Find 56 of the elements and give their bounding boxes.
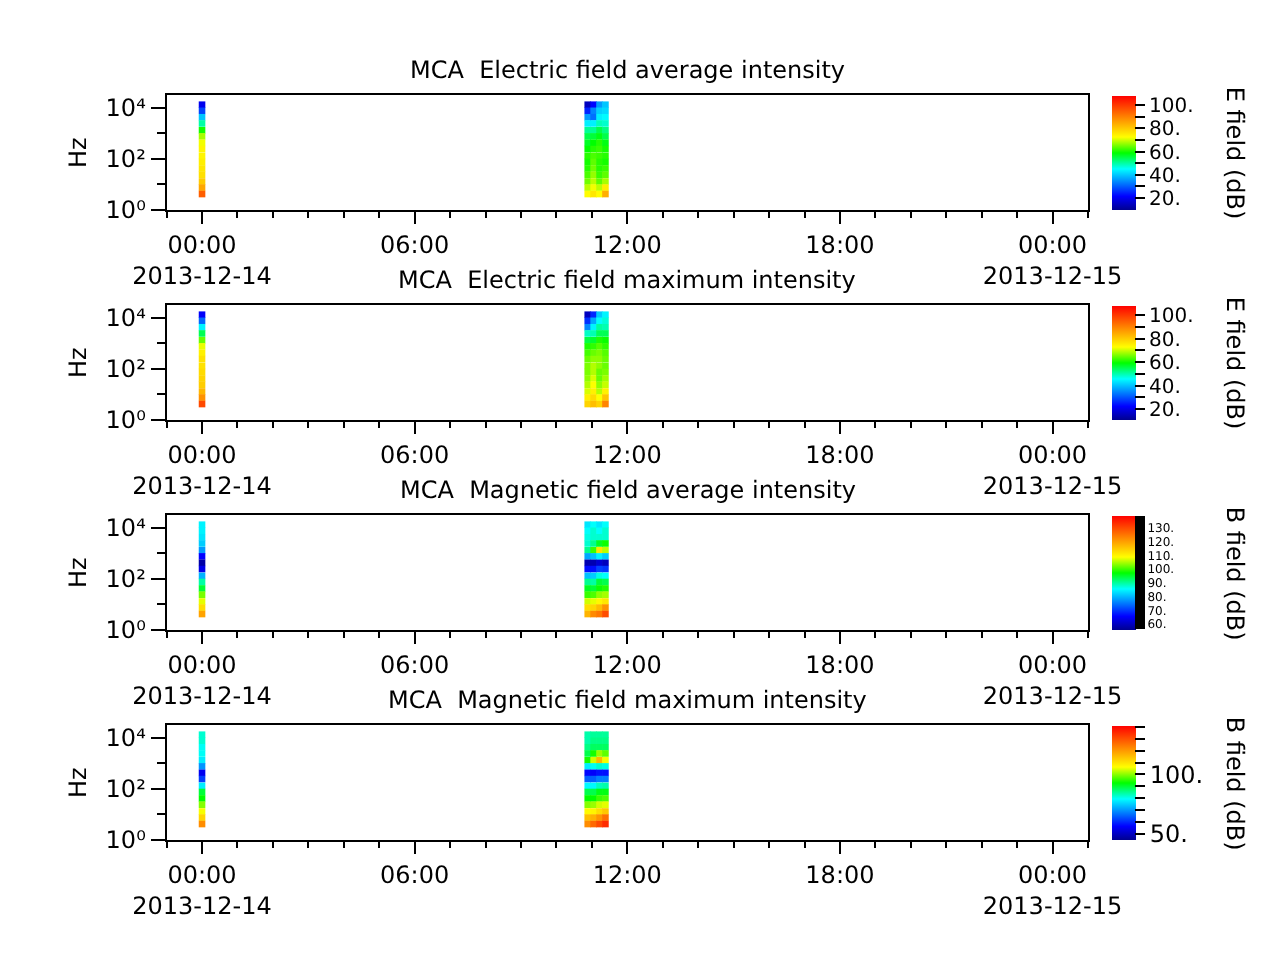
x-tick-label: 00:00 2013-12-14 — [132, 650, 272, 710]
color-bar-title: B field (dB) — [1220, 716, 1249, 851]
y-tick-label: 10⁰ — [105, 406, 147, 435]
x-tick-label: 00:00 2013-12-15 — [982, 650, 1123, 710]
x-tick-label: 00:00 2013-12-14 — [132, 860, 272, 920]
y-axis-title: Hz — [64, 137, 93, 169]
color-bar-label: 20. — [1149, 189, 1181, 212]
color-bar-label: 100. — [1149, 306, 1194, 329]
color-bar-label: 60. — [1149, 353, 1181, 376]
color-bar-label: 40. — [1149, 376, 1181, 399]
chart-title: MCA Magnetic field average intensity — [400, 476, 857, 504]
y-tick-label: 10⁰ — [105, 616, 147, 645]
x-tick-label: 06:00 — [380, 440, 450, 469]
chart-title: MCA Electric field average intensity — [410, 56, 846, 84]
color-bar-title: B field (dB) — [1220, 506, 1249, 641]
y-tick-label: 10⁰ — [105, 196, 147, 225]
y-axis-title: Hz — [64, 557, 93, 589]
color-bar-label: 60. — [1149, 142, 1181, 165]
y-tick-label: 10⁴ — [105, 94, 147, 123]
color-bar-label: 80. — [1149, 329, 1181, 352]
y-tick-label: 10² — [105, 355, 147, 384]
x-tick-label: 12:00 — [592, 860, 662, 889]
chart-title: MCA Electric field maximum intensity — [398, 266, 856, 294]
x-tick-label: 12:00 — [592, 440, 662, 469]
color-bar-label: 40. — [1149, 165, 1181, 188]
color-bar-title: E field (dB) — [1220, 86, 1249, 220]
x-tick-label: 18:00 — [805, 230, 875, 259]
y-tick-label: 10⁴ — [105, 514, 147, 543]
x-tick-label: 18:00 — [805, 650, 875, 679]
y-tick-label: 10⁰ — [105, 826, 147, 855]
color-bar-label: 20. — [1149, 400, 1181, 423]
x-tick-label: 18:00 — [805, 440, 875, 469]
y-tick-label: 10² — [105, 775, 147, 804]
y-tick-label: 10² — [105, 565, 147, 594]
x-tick-label: 00:00 2013-12-14 — [132, 230, 272, 290]
x-tick-label: 18:00 — [805, 860, 875, 889]
color-bar-title: E field (dB) — [1220, 296, 1249, 430]
y-tick-label: 10⁴ — [105, 724, 147, 753]
x-tick-label: 00:00 2013-12-15 — [982, 440, 1123, 500]
x-tick-label: 12:00 — [592, 650, 662, 679]
x-tick-label: 00:00 2013-12-15 — [982, 860, 1123, 920]
x-tick-label: 00:00 2013-12-15 — [982, 230, 1123, 290]
color-bar-label: 50. — [1149, 820, 1188, 849]
x-tick-label: 12:00 — [592, 230, 662, 259]
color-bar-label: 100. — [1149, 96, 1194, 118]
x-tick-label: 06:00 — [380, 650, 450, 679]
color-bar-label: 80. — [1149, 119, 1181, 142]
chart-title: MCA Magnetic field maximum intensity — [388, 686, 867, 714]
x-tick-label: 06:00 — [380, 230, 450, 259]
y-axis-title: Hz — [64, 767, 93, 799]
y-tick-label: 10² — [105, 145, 147, 174]
x-tick-label: 00:00 2013-12-14 — [132, 440, 272, 500]
y-tick-label: 10⁴ — [105, 304, 147, 333]
color-bar-label: 100. — [1149, 760, 1204, 789]
x-tick-label: 06:00 — [380, 860, 450, 889]
y-axis-title: Hz — [64, 347, 93, 379]
